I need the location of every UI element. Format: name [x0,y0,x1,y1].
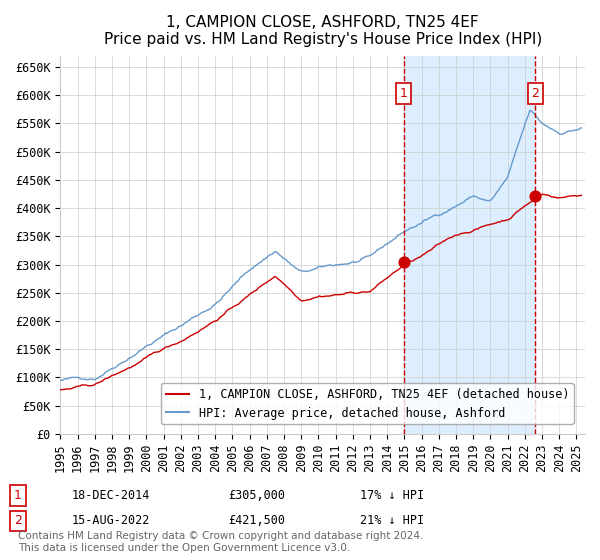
Text: 15-AUG-2022: 15-AUG-2022 [72,514,151,528]
Text: 2: 2 [532,87,539,100]
Text: £421,500: £421,500 [228,514,285,528]
Text: Contains HM Land Registry data © Crown copyright and database right 2024.
This d: Contains HM Land Registry data © Crown c… [18,531,424,553]
Point [530,192,540,200]
Title: 1, CAMPION CLOSE, ASHFORD, TN25 4EF
Price paid vs. HM Land Registry's House Pric: 1, CAMPION CLOSE, ASHFORD, TN25 4EF Pric… [104,15,542,48]
Text: 18-DEC-2014: 18-DEC-2014 [72,489,151,502]
Text: 1: 1 [14,489,22,502]
Legend: 1, CAMPION CLOSE, ASHFORD, TN25 4EF (detached house), HPI: Average price, detach: 1, CAMPION CLOSE, ASHFORD, TN25 4EF (det… [161,383,574,424]
Text: 2: 2 [14,514,22,528]
Point [399,257,409,266]
Text: 1: 1 [400,87,407,100]
Text: £305,000: £305,000 [228,489,285,502]
Text: 17% ↓ HPI: 17% ↓ HPI [360,489,424,502]
Text: 21% ↓ HPI: 21% ↓ HPI [360,514,424,528]
Bar [404,55,535,434]
